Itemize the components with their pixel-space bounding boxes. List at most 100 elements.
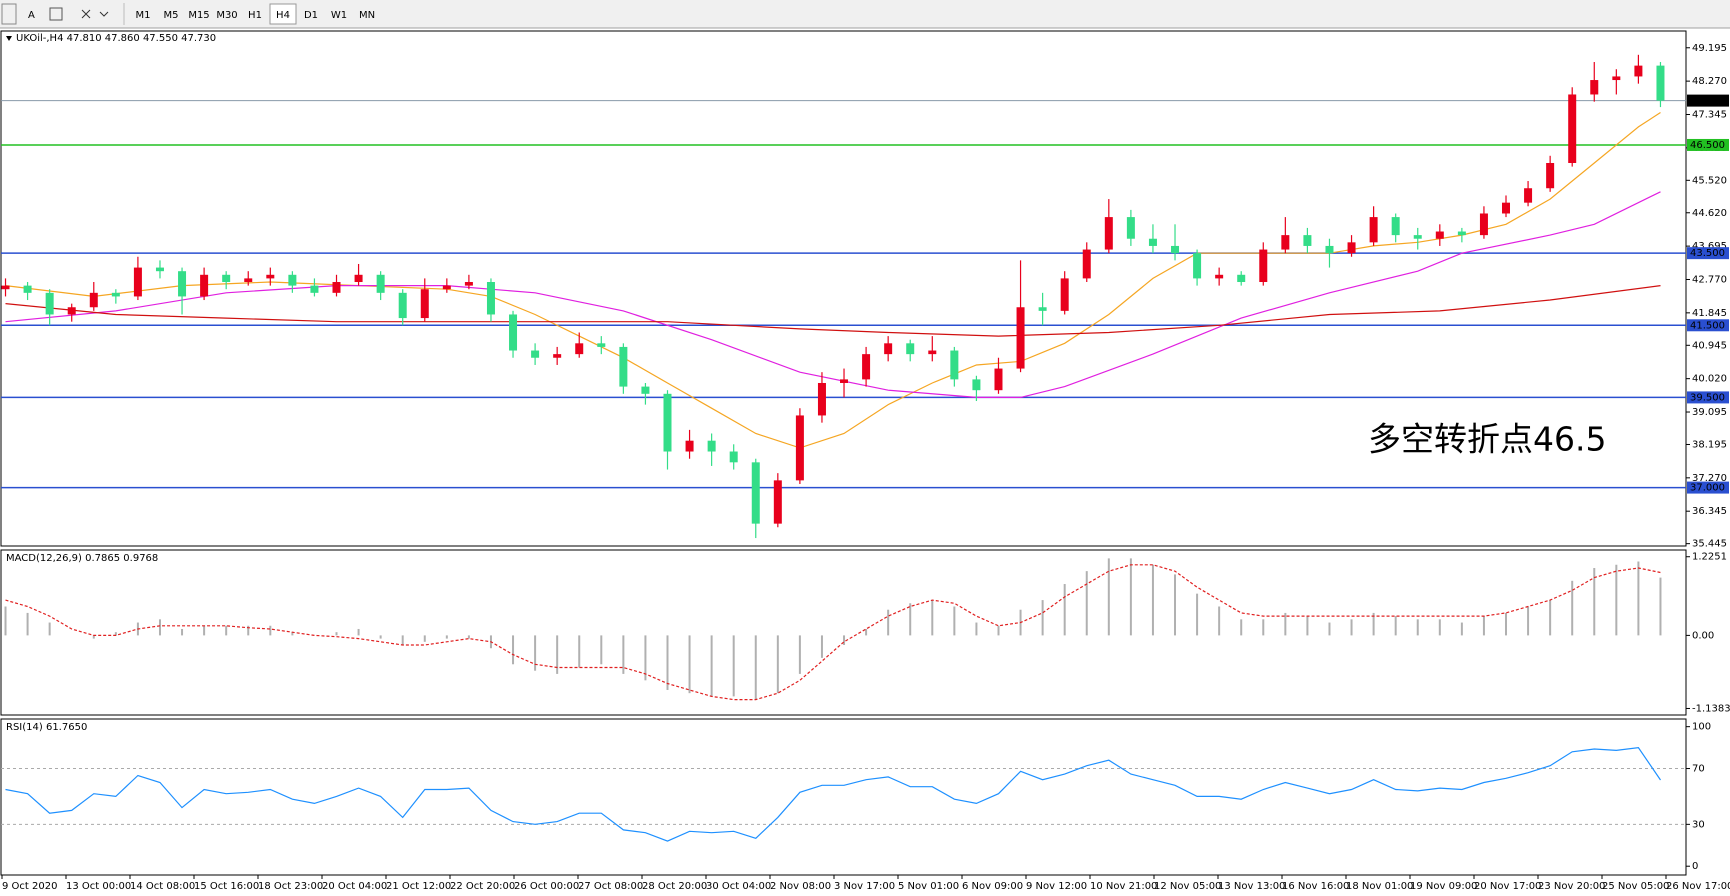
x-tick-label: 22 Oct 20:00 — [450, 881, 515, 892]
candle-body — [1413, 235, 1422, 239]
drawing-tools[interactable]: A — [1, 3, 109, 25]
candle-body — [486, 282, 495, 315]
candle-body — [1634, 65, 1643, 77]
x-tick-label: 20 Nov 17:00 — [1474, 881, 1541, 892]
candle-body — [1479, 213, 1488, 236]
tool-text[interactable]: A — [28, 10, 35, 21]
candle-body — [553, 354, 562, 358]
level-label: 41.500 — [1690, 320, 1725, 331]
candle-body — [398, 292, 407, 319]
timeframe-label[interactable]: D1 — [304, 10, 318, 21]
x-tick-label: 28 Oct 20:00 — [642, 881, 707, 892]
candle-body — [1016, 307, 1025, 369]
price-tag — [1687, 94, 1729, 107]
y-tick-label: 39.095 — [1692, 407, 1727, 418]
timeframe-button[interactable] — [269, 3, 297, 25]
candle-body — [641, 386, 650, 394]
x-tick-label: 27 Oct 08:00 — [578, 881, 643, 892]
candle-body — [840, 379, 849, 383]
y-tick-label: 36.345 — [1692, 506, 1727, 517]
y-tick-label: 1.2251 — [1692, 552, 1727, 563]
candle-body — [67, 307, 76, 315]
x-tick-label: 26 Oct 00:00 — [514, 881, 579, 892]
level-tag — [1687, 138, 1729, 151]
level-label: 39.500 — [1690, 392, 1725, 403]
x-tick-label: 25 Nov 05:00 — [1602, 881, 1669, 892]
timeframe-label[interactable]: M30 — [216, 10, 237, 21]
candle-body — [1171, 245, 1180, 254]
candle-body — [310, 285, 319, 293]
x-tick-label: 14 Oct 08:00 — [130, 881, 195, 892]
x-tick-label: 13 Nov 13:00 — [1218, 881, 1285, 892]
price-label: 47.730 — [1690, 96, 1725, 107]
x-tick-label: 2 Nov 08:00 — [770, 881, 831, 892]
candle-body — [884, 343, 893, 355]
y-tick-label: 48.270 — [1692, 76, 1727, 87]
price-pane — [0, 30, 1687, 547]
candle-body — [1435, 231, 1444, 239]
level-label: 46.500 — [1690, 140, 1725, 151]
candle-body — [597, 343, 606, 347]
candle-body — [1148, 238, 1157, 246]
macd-signal — [5, 564, 1661, 701]
candle-body — [685, 440, 694, 452]
x-tick-label: 18 Oct 23:00 — [258, 881, 323, 892]
candle-body — [1612, 76, 1621, 81]
x-tick-label: 19 Nov 09:00 — [1410, 881, 1477, 892]
candle-body — [663, 393, 672, 452]
level-tag — [1687, 247, 1729, 260]
rsi-line — [5, 746, 1661, 842]
y-tick-label: 44.620 — [1692, 208, 1727, 219]
moving-average — [5, 191, 1661, 398]
timeframe-label[interactable]: MN — [359, 10, 375, 21]
timeframe-label[interactable]: H4 — [276, 10, 290, 21]
candle-body — [1259, 249, 1268, 283]
y-tick-label: 35.445 — [1692, 539, 1727, 550]
timeframe-label[interactable]: M5 — [164, 10, 179, 21]
candle-body — [23, 285, 32, 293]
candle-body — [862, 354, 871, 380]
candle-body — [1524, 188, 1533, 203]
candle-body — [420, 289, 429, 319]
candle-body — [1656, 65, 1665, 101]
candle-body — [354, 274, 363, 283]
candle-body — [89, 292, 98, 308]
y-tick-label: 30 — [1692, 819, 1705, 830]
level-tag — [1687, 319, 1729, 332]
tool-shapes[interactable] — [81, 9, 109, 19]
level-label: 43.500 — [1690, 248, 1725, 259]
timeframe-label[interactable]: M1 — [136, 10, 151, 21]
candle-body — [1347, 242, 1356, 254]
tool-lines[interactable] — [1, 3, 17, 25]
candle-body — [133, 267, 142, 297]
y-tick-label: 45.520 — [1692, 175, 1727, 186]
x-tick-label: 3 Nov 17:00 — [834, 881, 895, 892]
y-tick-label: 0 — [1692, 861, 1698, 872]
candle-body — [244, 278, 253, 283]
timeframes: M1 M5 M15 M30 H1 H4 D1 W1 MN — [136, 3, 375, 25]
candle-body — [266, 274, 275, 279]
candle-body — [1303, 235, 1312, 246]
y-tick-label: 41.845 — [1692, 308, 1727, 319]
chart-title: UKOil-,H4 47.810 47.860 47.550 47.730 — [16, 33, 216, 44]
annotation: 多空转折点46.5 — [1368, 420, 1606, 459]
candle-body — [707, 440, 716, 452]
timeframe-label[interactable]: M15 — [188, 10, 209, 21]
candle-body — [1568, 94, 1577, 163]
y-tick-label: 49.195 — [1692, 43, 1727, 54]
y-tick-label: -1.1383 — [1692, 703, 1730, 714]
candle-body — [795, 415, 804, 481]
candle-body — [45, 292, 54, 315]
candle-body — [288, 274, 297, 286]
candle-body — [619, 346, 628, 387]
candle-body — [376, 274, 385, 293]
tool-label[interactable] — [49, 7, 63, 21]
candle-body — [332, 282, 341, 293]
x-tick-label: 16 Nov 16:00 — [1282, 881, 1349, 892]
y-tick-label: 40.945 — [1692, 340, 1727, 351]
x-tick-label: 13 Oct 00:00 — [66, 881, 131, 892]
timeframe-label[interactable]: W1 — [331, 10, 347, 21]
timeframe-label[interactable]: H1 — [248, 10, 262, 21]
x-tick-label: 20 Oct 04:00 — [322, 881, 387, 892]
x-tick-label: 10 Nov 21:00 — [1090, 881, 1157, 892]
